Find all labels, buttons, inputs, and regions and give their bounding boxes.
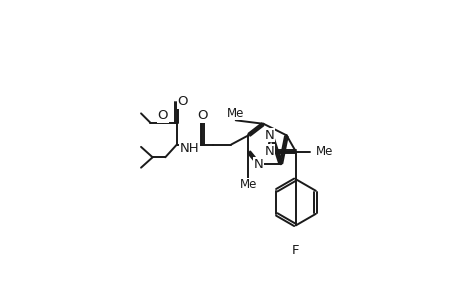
Text: N: N xyxy=(264,129,274,142)
Text: Me: Me xyxy=(239,178,257,191)
Text: Me: Me xyxy=(227,107,244,120)
Text: NH: NH xyxy=(179,142,199,154)
Text: F: F xyxy=(291,244,299,257)
Text: O: O xyxy=(157,109,168,122)
Text: N: N xyxy=(264,145,274,158)
Text: Me: Me xyxy=(315,145,332,158)
Text: N: N xyxy=(253,158,263,171)
Text: O: O xyxy=(196,109,207,122)
Text: O: O xyxy=(177,95,187,108)
